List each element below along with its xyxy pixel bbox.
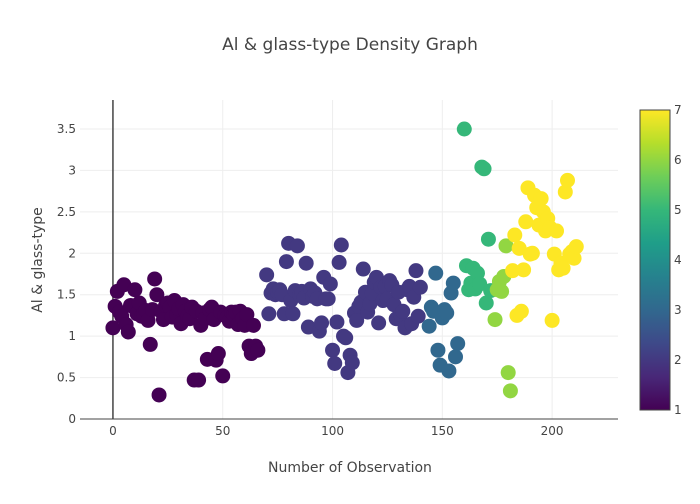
- data-point: [566, 250, 582, 266]
- data-point: [568, 239, 584, 255]
- colorbar-tick-label: 2: [674, 353, 682, 367]
- tick-labels: 0 0.5 1 1.5 2 2.5 3 3.5 0 50 100 150 200: [57, 122, 564, 438]
- data-point: [333, 237, 349, 253]
- data-point: [344, 355, 360, 371]
- data-point: [410, 308, 426, 324]
- data-point: [127, 282, 143, 298]
- data-point: [151, 387, 167, 403]
- data-point: [476, 161, 492, 177]
- data-points: [105, 121, 584, 403]
- x-tick-label: 0: [109, 424, 117, 438]
- data-point: [191, 372, 207, 388]
- data-point: [215, 368, 231, 384]
- data-point: [472, 276, 488, 292]
- data-point: [408, 263, 424, 279]
- data-point: [355, 261, 371, 277]
- data-point: [500, 365, 516, 381]
- data-point: [549, 223, 565, 239]
- data-point: [395, 303, 411, 319]
- y-tick-label: 3.5: [57, 122, 76, 136]
- x-axis-label: Number of Observation: [268, 460, 432, 476]
- x-tick-label: 200: [541, 424, 564, 438]
- y-axis-label: Al & glass-type: [30, 207, 46, 313]
- colorbar-tick-label: 5: [674, 203, 682, 217]
- colorbar-gradient: [639, 109, 671, 411]
- data-point: [245, 317, 261, 333]
- colorbar: 1 2 3 4 5 6 7: [639, 103, 682, 417]
- x-tick-label: 150: [431, 424, 454, 438]
- data-point: [412, 279, 428, 295]
- axes: [80, 100, 618, 420]
- data-point: [371, 315, 387, 331]
- data-point: [456, 121, 472, 137]
- data-point: [559, 172, 575, 188]
- y-tick-label: 0: [68, 412, 76, 426]
- data-point: [142, 336, 158, 352]
- y-tick-label: 0.5: [57, 371, 76, 385]
- data-point: [349, 312, 365, 328]
- data-point: [210, 346, 226, 362]
- data-point: [445, 275, 461, 291]
- data-point: [327, 355, 343, 371]
- data-point: [533, 191, 549, 207]
- data-point: [555, 260, 571, 276]
- colorbar-tick-label: 4: [674, 253, 682, 267]
- y-tick-label: 3: [68, 163, 76, 177]
- data-point: [524, 245, 540, 261]
- data-point: [285, 306, 301, 322]
- data-point: [513, 303, 529, 319]
- data-point: [259, 267, 275, 283]
- data-point: [428, 265, 444, 281]
- data-point: [320, 291, 336, 307]
- data-point: [505, 263, 521, 279]
- data-point: [430, 342, 446, 358]
- x-tick-label: 100: [321, 424, 344, 438]
- data-point: [448, 349, 464, 365]
- data-point: [421, 318, 437, 334]
- data-point: [439, 305, 455, 321]
- colorbar-tick-label: 7: [674, 103, 682, 117]
- data-point: [478, 295, 494, 311]
- data-point: [498, 238, 514, 254]
- colorbar-tick-label: 1: [674, 403, 682, 417]
- data-point: [502, 383, 518, 399]
- chart-title: Al & glass-type Density Graph: [222, 35, 478, 55]
- data-point: [544, 312, 560, 328]
- data-point: [450, 336, 466, 352]
- data-point: [250, 342, 266, 358]
- x-tick-label: 50: [215, 424, 230, 438]
- data-point: [239, 307, 255, 323]
- data-point: [494, 283, 510, 299]
- data-point: [325, 342, 341, 358]
- data-point: [289, 238, 305, 254]
- data-point: [147, 271, 163, 287]
- data-point: [480, 231, 496, 247]
- data-point: [149, 287, 165, 303]
- data-point: [329, 314, 345, 330]
- data-point: [120, 324, 136, 340]
- colorbar-tick-label: 6: [674, 153, 682, 167]
- data-point: [441, 363, 457, 379]
- data-point: [487, 312, 503, 328]
- data-point: [557, 184, 573, 200]
- y-tick-label: 1.5: [57, 288, 76, 302]
- data-point: [278, 254, 294, 270]
- data-point: [516, 262, 532, 278]
- colorbar-tick-label: 3: [674, 303, 682, 317]
- y-tick-label: 2.5: [57, 205, 76, 219]
- data-point: [261, 306, 277, 322]
- data-point: [298, 255, 314, 271]
- y-tick-label: 2: [68, 246, 76, 260]
- y-tick-label: 1: [68, 329, 76, 343]
- data-point: [331, 254, 347, 270]
- data-point: [314, 315, 330, 331]
- data-point: [511, 240, 527, 256]
- data-point: [322, 276, 338, 292]
- data-point: [518, 214, 534, 230]
- data-point: [105, 320, 121, 336]
- data-point: [507, 227, 523, 243]
- data-point: [338, 330, 354, 346]
